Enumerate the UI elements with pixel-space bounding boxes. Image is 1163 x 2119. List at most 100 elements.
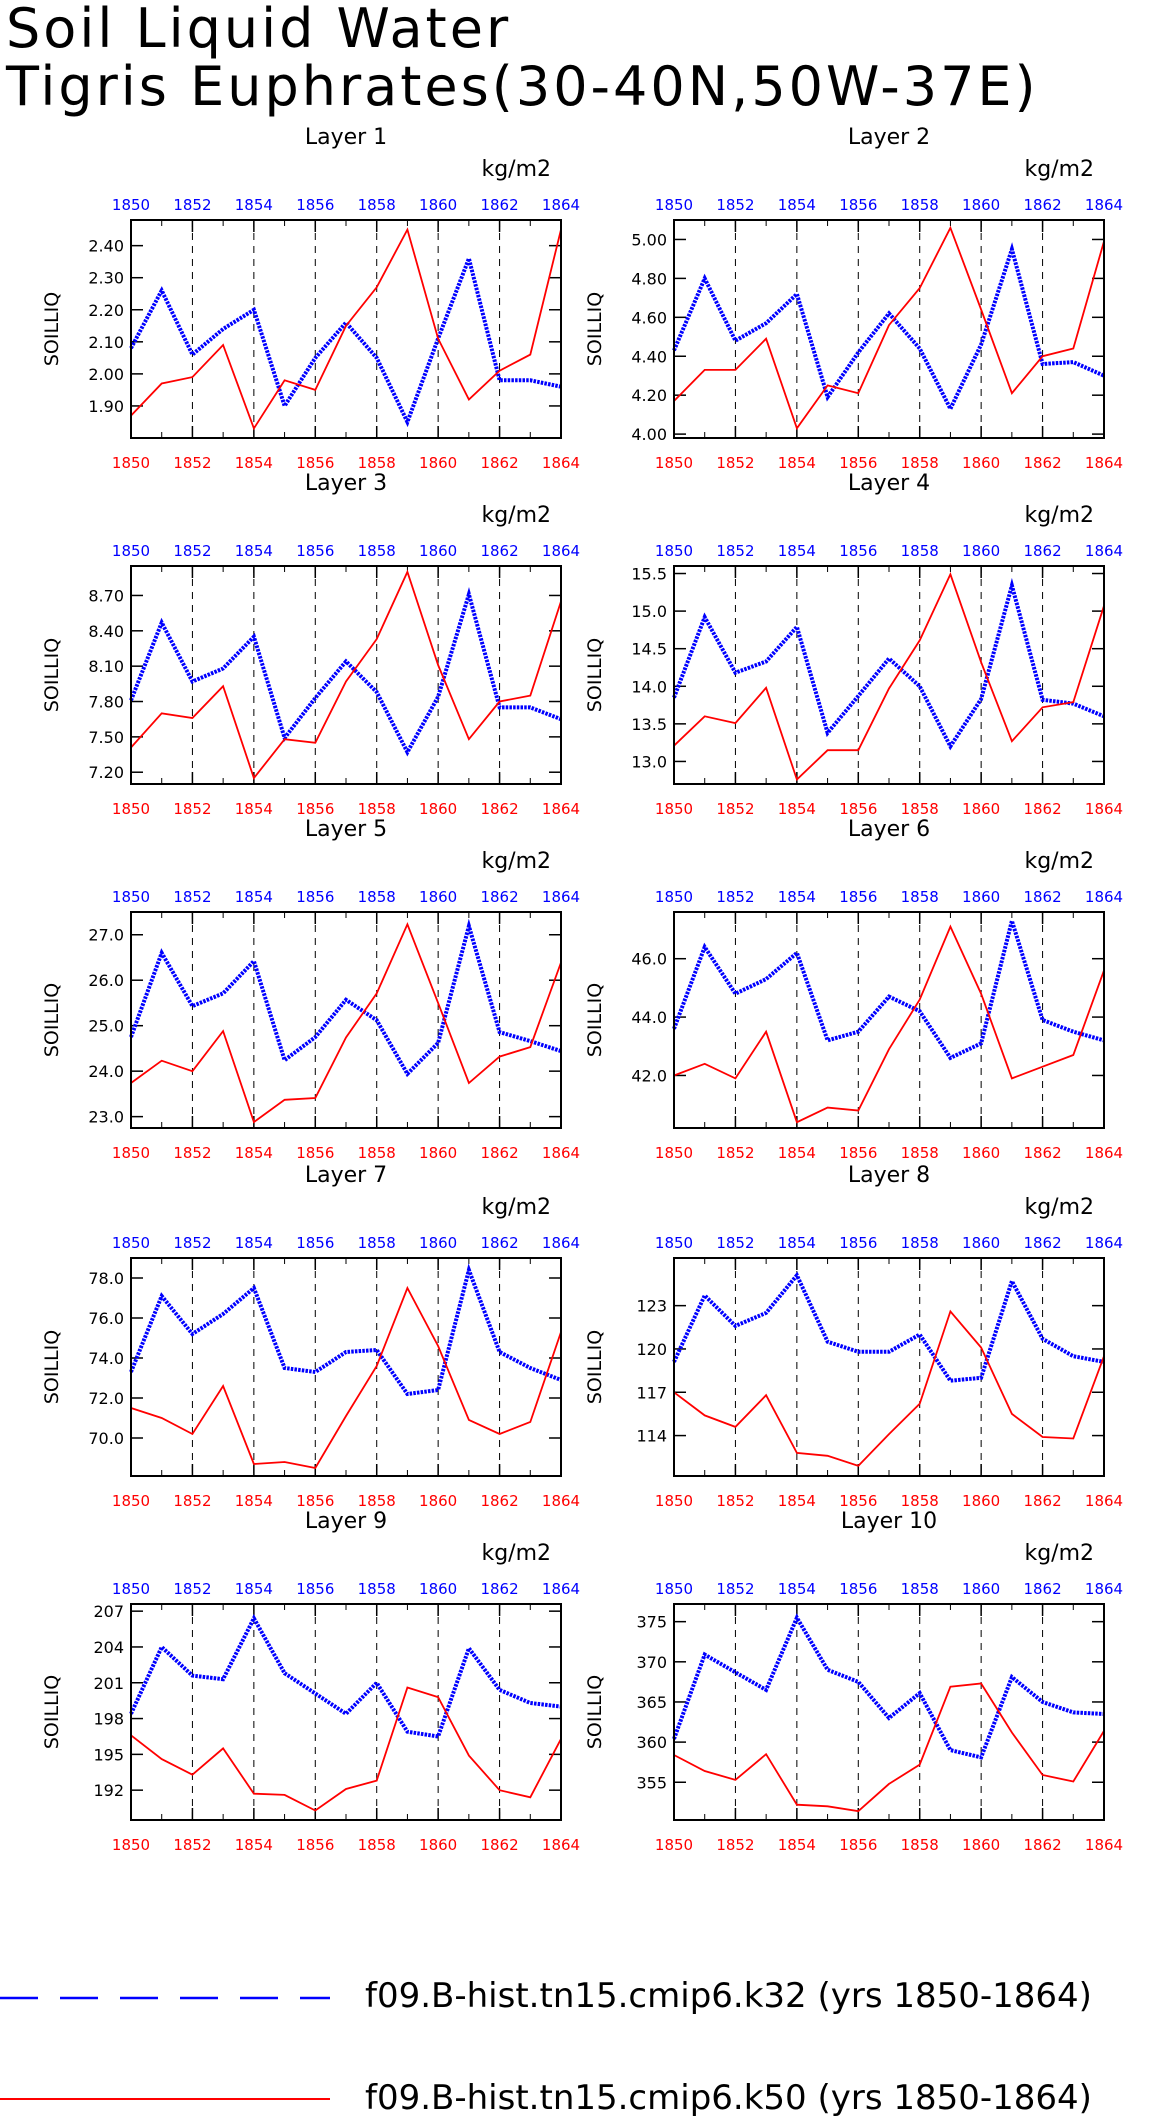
series-line-k50	[673, 1309, 1105, 1467]
x-tick-label-bottom: 1854	[235, 1144, 273, 1162]
units-label: kg/m2	[481, 1195, 551, 1220]
x-tick-label-top: 1862	[1023, 542, 1061, 560]
x-tick-label-top: 1852	[173, 1580, 211, 1598]
x-tick-label-top: 1856	[839, 196, 877, 214]
plot-frame	[673, 1257, 1105, 1477]
x-tick-label-bottom: 1864	[542, 800, 580, 818]
x-tick-label-bottom: 1864	[1085, 1492, 1123, 1510]
x-tick-label-bottom: 1854	[778, 1492, 816, 1510]
y-tick-label: 198	[93, 1710, 124, 1729]
units-label: kg/m2	[481, 503, 551, 528]
x-tick-label-bottom: 1858	[358, 800, 396, 818]
x-tick-label-bottom: 1864	[542, 1144, 580, 1162]
units-label: kg/m2	[1024, 1541, 1094, 1566]
x-tick-label-top: 1858	[358, 888, 396, 906]
x-tick-label-bottom: 1854	[778, 1144, 816, 1162]
x-tick-label-bottom: 1850	[112, 800, 150, 818]
y-tick-label: 8.10	[88, 657, 124, 676]
x-tick-label-top: 1860	[962, 1580, 1000, 1598]
panel-layer-4: Layer 4 kg/m2 1850 1850 1852 1852 1854 1854 1856…	[584, 471, 1123, 818]
y-axis-label: SOILLIQ	[41, 1675, 63, 1749]
x-tick-label-bottom: 1860	[419, 800, 457, 818]
x-tick-label-bottom: 1858	[901, 454, 939, 472]
x-tick-label-top: 1860	[419, 1234, 457, 1252]
x-tick-label-bottom: 1850	[112, 1836, 150, 1854]
x-tick-label-top: 1854	[235, 542, 273, 560]
x-tick-label-bottom: 1864	[1085, 1836, 1123, 1854]
x-tick-label-top: 1860	[419, 1580, 457, 1598]
y-tick-label: 2.30	[88, 269, 124, 288]
x-tick-label-bottom: 1852	[716, 1144, 754, 1162]
y-tick-label: 370	[636, 1653, 667, 1672]
x-tick-label-top: 1864	[542, 888, 580, 906]
x-tick-label-bottom: 1864	[542, 454, 580, 472]
x-tick-label-bottom: 1858	[358, 1144, 396, 1162]
x-tick-label-bottom: 1862	[480, 1492, 518, 1510]
y-tick-label: 24.0	[88, 1062, 124, 1081]
series-line-k50	[673, 225, 1105, 431]
x-tick-label-top: 1856	[296, 1234, 334, 1252]
series-line-k32	[672, 1271, 1105, 1383]
x-tick-label-top: 1854	[778, 1234, 816, 1252]
plot-frame	[130, 1603, 562, 1821]
x-tick-label-top: 1858	[358, 1234, 396, 1252]
plot-frame	[673, 219, 1105, 439]
x-tick-label-top: 1850	[655, 542, 693, 560]
x-tick-label-top: 1856	[839, 542, 877, 560]
x-tick-label-bottom: 1852	[716, 1836, 754, 1854]
x-tick-label-top: 1850	[112, 196, 150, 214]
x-tick-label-top: 1858	[358, 542, 396, 560]
x-tick-label-top: 1864	[1085, 888, 1123, 906]
y-tick-label: 4.40	[631, 347, 667, 366]
plot-frame	[673, 1603, 1105, 1821]
series-line-k50	[130, 1686, 562, 1812]
x-tick-label-bottom: 1862	[1023, 1144, 1061, 1162]
x-tick-label-top: 1860	[419, 542, 457, 560]
x-tick-label-top: 1854	[778, 542, 816, 560]
plot-frame	[130, 219, 562, 439]
x-tick-label-top: 1850	[655, 888, 693, 906]
x-tick-label-top: 1852	[716, 542, 754, 560]
y-tick-label: 114	[636, 1427, 667, 1446]
x-tick-label-top: 1852	[173, 1234, 211, 1252]
x-tick-label-bottom: 1854	[235, 454, 273, 472]
x-tick-label-bottom: 1862	[1023, 1492, 1061, 1510]
series-line-k32	[129, 587, 562, 757]
x-tick-label-top: 1862	[1023, 888, 1061, 906]
x-tick-label-top: 1864	[542, 1580, 580, 1598]
x-tick-label-bottom: 1858	[901, 1144, 939, 1162]
y-tick-label: 78.0	[88, 1269, 124, 1288]
x-tick-label-top: 1854	[235, 1580, 273, 1598]
plot-frame	[130, 911, 562, 1129]
panel-title: Layer 1	[305, 125, 387, 150]
plot-frame	[673, 565, 1105, 785]
x-tick-label-top: 1856	[296, 542, 334, 560]
y-tick-label: 26.0	[88, 971, 124, 990]
x-tick-label-bottom: 1856	[296, 1144, 334, 1162]
y-tick-label: 4.60	[631, 308, 667, 327]
series-line-k32	[129, 918, 562, 1078]
y-tick-label: 13.0	[631, 752, 667, 771]
y-tick-label: 15.0	[631, 602, 667, 621]
series-line-k50	[673, 571, 1105, 782]
series-line-k50	[130, 1285, 562, 1470]
x-tick-label-top: 1850	[112, 1580, 150, 1598]
x-tick-label-top: 1850	[655, 196, 693, 214]
x-tick-label-top: 1862	[1023, 1580, 1061, 1598]
x-tick-label-bottom: 1852	[173, 454, 211, 472]
y-tick-label: 117	[636, 1383, 667, 1402]
y-tick-label: 14.0	[631, 677, 667, 696]
units-label: kg/m2	[1024, 1195, 1094, 1220]
y-tick-label: 365	[636, 1693, 667, 1712]
units-label: kg/m2	[1024, 849, 1094, 874]
x-tick-label-top: 1860	[962, 196, 1000, 214]
x-tick-label-top: 1864	[1085, 1234, 1123, 1252]
y-tick-label: 2.40	[88, 237, 124, 256]
y-tick-label: 1.90	[88, 397, 124, 416]
chart-title-line-2: Tigris Euphrates(30-40N,50W-37E)	[6, 55, 1039, 118]
panel-title: Layer 3	[305, 471, 387, 496]
x-tick-label-bottom: 1850	[112, 454, 150, 472]
series-line-k32	[129, 251, 562, 428]
units-label: kg/m2	[1024, 157, 1094, 182]
